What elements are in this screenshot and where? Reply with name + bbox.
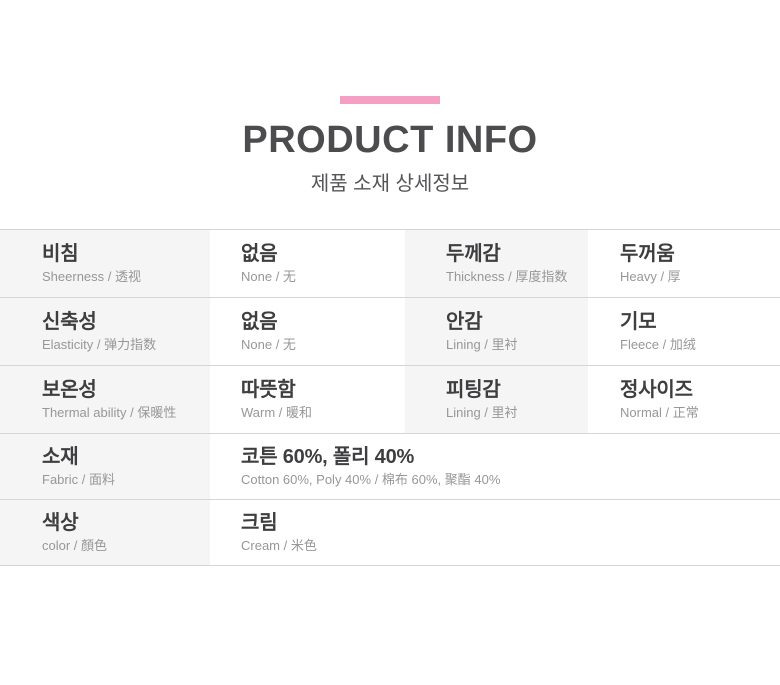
page-subtitle: 제품 소재 상세정보 bbox=[310, 173, 470, 195]
spec-label-thermal: 보온성 Thermal ability / 保暖性 bbox=[0, 366, 210, 433]
spec-label-elasticity: 신축성 Elasticity / 弹力指数 bbox=[0, 298, 210, 365]
spec-label-main: 보온성 bbox=[42, 378, 97, 401]
spec-value-sub: None / 无 bbox=[241, 336, 296, 352]
spec-value-sub: None / 无 bbox=[241, 268, 296, 284]
spec-value-sub: Normal / 正常 bbox=[620, 404, 699, 420]
table-row-fabric: 소재 Fabric / 面料 코튼 60%, 폴리 40% Cotton 60%… bbox=[0, 434, 780, 500]
spec-value-color: 크림 Cream / 米色 bbox=[210, 500, 780, 565]
spec-label-lining: 안감 Lining / 里衬 bbox=[405, 298, 588, 365]
spec-value-main: 기모 bbox=[620, 310, 657, 333]
spec-value-main: 없음 bbox=[241, 310, 278, 333]
spec-label-main: 소재 bbox=[42, 445, 79, 468]
spec-label-sub: Sheerness / 透视 bbox=[42, 268, 141, 284]
spec-label-main: 색상 bbox=[42, 511, 79, 534]
spec-label-sub: Fabric / 面料 bbox=[42, 471, 115, 487]
spec-value-main: 없음 bbox=[241, 242, 278, 265]
spec-label-thickness: 두께감 Thickness / 厚度指数 bbox=[405, 230, 588, 297]
spec-value-sub: Warm / 暖和 bbox=[241, 404, 313, 420]
spec-value-elasticity: 없음 None / 无 bbox=[210, 298, 405, 365]
spec-label-sub: Thermal ability / 保暖性 bbox=[42, 404, 177, 420]
header: PRODUCT INFO 제품 소재 상세정보 bbox=[0, 96, 780, 196]
spec-label-sub: Elasticity / 弹力指数 bbox=[42, 336, 157, 352]
spec-value-lining: 기모 Fleece / 加绒 bbox=[588, 298, 780, 365]
spec-label-color: 색상 color / 顏色 bbox=[0, 500, 210, 565]
spec-value-main: 따뜻함 bbox=[241, 378, 296, 401]
spec-table: 비침 Sheerness / 透视 없음 None / 无 두께감 Thickn… bbox=[0, 229, 780, 566]
spec-value-main: 크림 bbox=[241, 511, 278, 534]
spec-label-main: 피팅감 bbox=[446, 378, 501, 401]
table-row-sheerness: 비침 Sheerness / 透视 없음 None / 无 두께감 Thickn… bbox=[0, 230, 780, 298]
spec-label-fabric: 소재 Fabric / 面料 bbox=[0, 434, 210, 499]
spec-value-thermal: 따뜻함 Warm / 暖和 bbox=[210, 366, 405, 433]
table-row-color: 색상 color / 顏色 크림 Cream / 米色 bbox=[0, 500, 780, 566]
spec-label-main: 신축성 bbox=[42, 310, 97, 333]
spec-value-thickness: 두꺼움 Heavy / 厚 bbox=[588, 230, 780, 297]
spec-label-sub: Lining / 里衬 bbox=[446, 404, 518, 420]
spec-value-main: 정사이즈 bbox=[620, 378, 693, 401]
spec-value-sub: Heavy / 厚 bbox=[620, 268, 681, 284]
spec-value-sub: Fleece / 加绒 bbox=[620, 336, 696, 352]
spec-value-fitting: 정사이즈 Normal / 正常 bbox=[588, 366, 780, 433]
spec-label-sub: color / 顏色 bbox=[42, 537, 108, 553]
table-row-elasticity: 신축성 Elasticity / 弹力指数 없음 None / 无 안감 Lin… bbox=[0, 298, 780, 366]
spec-label-main: 비침 bbox=[42, 242, 79, 265]
spec-label-sub: Thickness / 厚度指数 bbox=[446, 268, 568, 284]
accent-bar bbox=[340, 96, 440, 104]
spec-value-fabric: 코튼 60%, 폴리 40% Cotton 60%, Poly 40% / 棉布… bbox=[210, 434, 780, 499]
spec-value-sub: Cream / 米色 bbox=[241, 537, 317, 553]
spec-label-fitting: 피팅감 Lining / 里衬 bbox=[405, 366, 588, 433]
spec-value-sub: Cotton 60%, Poly 40% / 棉布 60%, 聚酯 40% bbox=[241, 471, 501, 487]
spec-value-sheerness: 없음 None / 无 bbox=[210, 230, 405, 297]
spec-label-sub: Lining / 里衬 bbox=[446, 336, 518, 352]
table-row-thermal: 보온성 Thermal ability / 保暖性 따뜻함 Warm / 暖和 … bbox=[0, 366, 780, 434]
page-title: PRODUCT INFO bbox=[242, 119, 538, 161]
spec-value-main: 코튼 60%, 폴리 40% bbox=[241, 445, 415, 468]
spec-label-sheerness: 비침 Sheerness / 透视 bbox=[0, 230, 210, 297]
spec-label-main: 두께감 bbox=[446, 242, 501, 265]
spec-label-main: 안감 bbox=[446, 310, 483, 333]
spec-value-main: 두꺼움 bbox=[620, 242, 675, 265]
